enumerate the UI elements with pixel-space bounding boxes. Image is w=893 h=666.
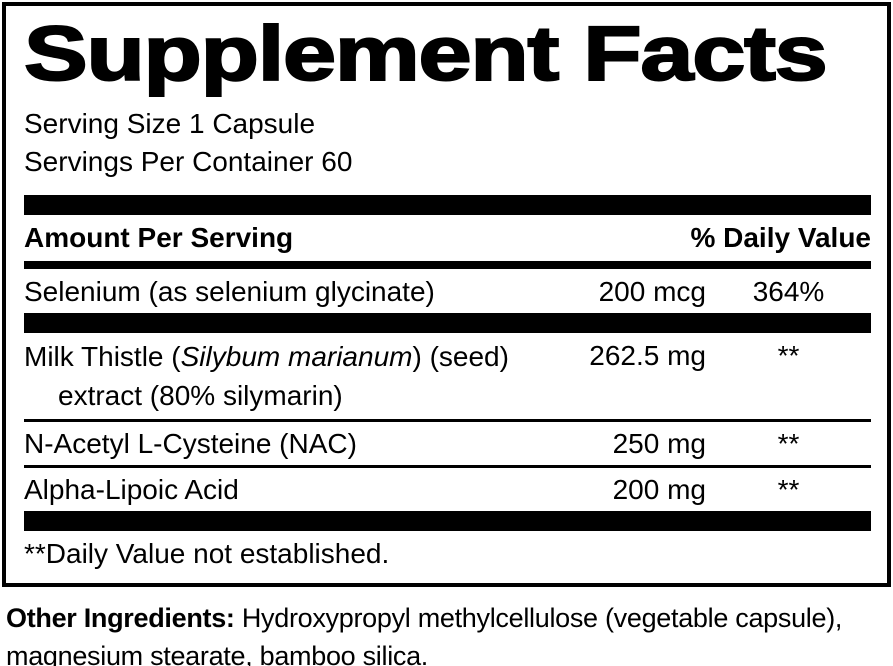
- panel-title: Supplement Facts: [23, 11, 829, 97]
- divider-rule-thin: [24, 419, 871, 422]
- ingredient-daily-value: **: [777, 428, 800, 459]
- amount-per-serving-header: Amount Per Serving: [24, 222, 294, 253]
- ingredient-daily-value: **: [777, 340, 800, 371]
- ingredient-name: Alpha-Lipoic Acid: [24, 474, 239, 505]
- ingredient-row-alpha-lipoic-acid: Alpha-Lipoic Acid 200 mg **: [24, 468, 871, 511]
- ingredient-name: Selenium (as selenium glycinate): [24, 276, 435, 307]
- servings-per-container: Servings Per Container 60: [24, 146, 353, 177]
- botanical-name: Silybum marianum: [180, 341, 413, 372]
- ingredient-name-line1: Milk Thistle (Silybum marianum) (seed): [24, 341, 509, 372]
- ingredient-row-nac: N-Acetyl L-Cysteine (NAC) 250 mg **: [24, 422, 871, 465]
- divider-bar-thick-middle: [24, 313, 871, 333]
- divider-bar-thick-bottom: [24, 511, 871, 531]
- other-ingredients: Other Ingredients: Hydroxypropyl methylc…: [6, 599, 886, 666]
- ingredient-daily-value: **: [777, 474, 800, 505]
- serving-info: Serving Size 1 Capsule Servings Per Cont…: [24, 105, 871, 181]
- ingredient-amount: 200 mg: [612, 474, 706, 505]
- column-header-row: Amount Per Serving % Daily Value: [24, 215, 871, 261]
- ingredient-name: N-Acetyl L-Cysteine (NAC): [24, 428, 357, 459]
- daily-value-header: % Daily Value: [690, 222, 871, 253]
- serving-size: Serving Size 1 Capsule: [24, 108, 316, 139]
- other-ingredients-text: Hydroxypropyl methylcellulose (vegetable…: [6, 603, 843, 666]
- divider-rule-thin: [24, 465, 871, 468]
- ingredient-amount: 250 mg: [612, 428, 706, 459]
- supplement-facts-panel: Supplement Facts Serving Size 1 Capsule …: [2, 2, 891, 587]
- daily-value-footnote: **Daily Value not established.: [24, 538, 390, 569]
- divider-bar-thick-top: [24, 195, 871, 215]
- ingredient-row-milk-thistle: Milk Thistle (Silybum marianum) (seed) e…: [24, 333, 871, 419]
- ingredient-name-line2: extract (80% silymarin): [58, 380, 343, 411]
- divider-bar-medium: [24, 261, 871, 269]
- ingredient-row-selenium: Selenium (as selenium glycinate) 200 mcg…: [24, 269, 871, 313]
- ingredient-amount: 200 mcg: [598, 276, 706, 307]
- other-ingredients-heading: Other Ingredients:: [6, 603, 235, 633]
- ingredient-name: Milk Thistle (Silybum marianum) (seed) e…: [24, 337, 556, 415]
- ingredient-daily-value: 364%: [752, 276, 825, 307]
- ingredient-amount: 262.5 mg: [589, 340, 706, 371]
